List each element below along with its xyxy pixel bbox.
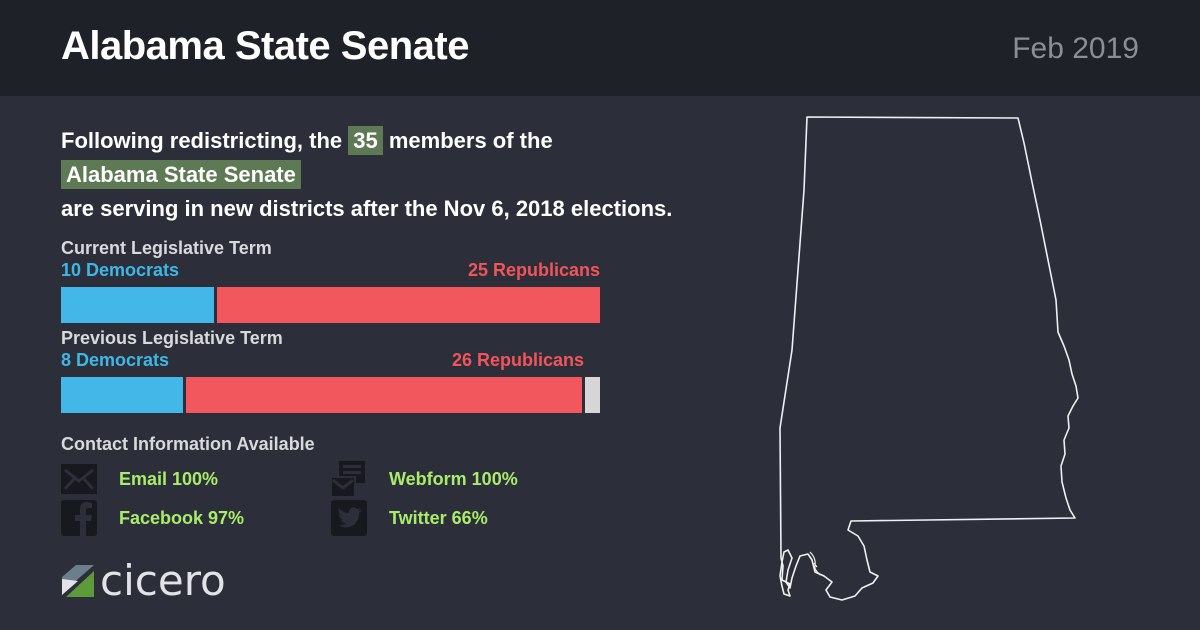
twitter-icon [329,498,369,538]
current-term-label: Current Legislative Term [61,238,272,258]
member-count-highlight: 35 [348,126,383,155]
intro-line-1-post: members of the [388,128,553,153]
previous-term-label: Previous Legislative Term [61,328,283,348]
cicero-logo: cicero [62,556,226,605]
header-bar: Alabama State Senate Feb 2019 [0,0,1200,96]
previous-rep-label: 26 Republicans [451,350,584,370]
contact-email-label: Email 100% [119,468,219,489]
current-rep-segment [217,287,600,323]
page-title: Alabama State Senate [61,24,469,68]
previous-rep-segment [185,377,582,413]
contact-twitter: Twitter 66% [329,498,488,538]
contact-title: Contact Information Available [61,434,315,454]
intro-text: Following redistricting, the 35 members … [61,124,761,226]
previous-dem-label: 8 Democrats [61,350,170,370]
contact-twitter-label: Twitter 66% [389,507,488,528]
current-term-bar [61,287,600,323]
current-dem-segment [61,287,215,323]
body-name-highlight: Alabama State Senate [61,160,301,189]
facebook-icon [59,498,99,538]
intro-line-3: are serving in new districts after the N… [61,196,673,221]
contact-facebook-label: Facebook 97% [119,507,245,528]
current-dem-label: 10 Democrats [61,260,180,280]
contact-facebook: Facebook 97% [59,498,244,538]
contact-webform-label: Webform 100% [389,468,518,489]
previous-term-bar [61,377,600,413]
contact-email: Email 100% [59,459,218,499]
previous-segment-gap [182,377,186,413]
cicero-logo-mark [62,564,94,597]
intro-line-2: Alabama State Senate [61,158,761,192]
contact-webform: Webform 100% [329,459,518,499]
previous-vacant-segment [584,377,600,413]
envelope-icon [59,459,99,499]
intro-line-1-pre: Following redistricting, the [61,128,343,153]
previous-dem-segment [61,377,183,413]
intro-line-1: Following redistricting, the 35 members … [61,124,761,158]
alabama-state-map [779,116,1079,601]
previous-segment-gap [581,377,585,413]
current-segment-gap [214,287,218,323]
current-rep-label: 25 Republicans [467,260,600,280]
date-label: Feb 2019 [1012,32,1139,65]
cicero-logo-text: cicero [100,556,226,605]
webform-icon [329,459,369,499]
